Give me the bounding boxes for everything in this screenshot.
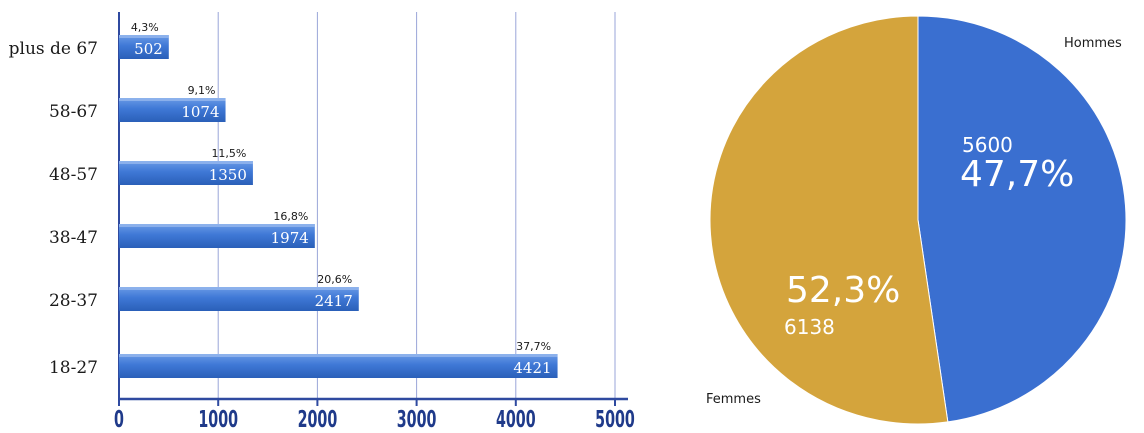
pie-slice-femmes bbox=[709, 15, 949, 425]
bar-percent-label: 20,6% bbox=[317, 273, 352, 286]
bar-value-label: 1074 bbox=[181, 103, 219, 121]
bar-value-label: 1974 bbox=[271, 229, 309, 247]
bar bbox=[119, 354, 558, 378]
pie-slice-hommes bbox=[917, 15, 1127, 423]
bar-highlight bbox=[119, 354, 558, 357]
category-label: plus de 67 bbox=[9, 39, 98, 59]
pie-slice-percent-label: 52,3% bbox=[786, 270, 900, 311]
pie-slice-value-label: 5600 bbox=[962, 133, 1013, 157]
bar-percent-label: 11,5% bbox=[211, 147, 246, 160]
bar bbox=[119, 161, 253, 185]
bar-highlight bbox=[119, 224, 315, 227]
bar-highlight bbox=[119, 98, 226, 101]
bar bbox=[119, 98, 226, 122]
pie-slice-value-label: 6138 bbox=[784, 315, 835, 339]
age-bar-chart: 0 1000 2000 3000 4000 5000 plus de 67 502 4,3% 58… bbox=[9, 12, 635, 433]
bar-value-label: 2417 bbox=[315, 292, 353, 310]
x-tick-label: 3000 bbox=[397, 405, 437, 433]
bar-percent-label: 9,1% bbox=[188, 84, 216, 97]
pie-slice-percent-label: 47,7% bbox=[960, 154, 1074, 195]
bar-value-label: 502 bbox=[134, 40, 163, 58]
category-label: 28-37 bbox=[49, 291, 98, 311]
x-tick-label: 0 bbox=[114, 405, 124, 433]
bar-highlight bbox=[119, 287, 359, 290]
bar-highlight bbox=[119, 161, 253, 164]
bar bbox=[119, 35, 169, 59]
x-tick-label: 2000 bbox=[298, 405, 338, 433]
bar-value-label: 1350 bbox=[209, 166, 247, 184]
bar-highlight bbox=[119, 35, 169, 38]
x-tick-label: 1000 bbox=[198, 405, 238, 433]
bar bbox=[119, 224, 315, 248]
bar-percent-label: 16,8% bbox=[273, 210, 308, 223]
pie-category-label: Femmes bbox=[706, 392, 761, 407]
category-label: 58-67 bbox=[49, 102, 98, 122]
pie-category-label: Hommes bbox=[1064, 36, 1122, 51]
bar-value-label: 4421 bbox=[513, 359, 551, 377]
category-label: 48-57 bbox=[49, 165, 98, 185]
category-label: 38-47 bbox=[49, 228, 98, 248]
bar-percent-label: 4,3% bbox=[131, 21, 159, 34]
bar bbox=[119, 287, 359, 311]
bar-percent-label: 37,7% bbox=[516, 340, 551, 353]
x-tick-label: 5000 bbox=[595, 405, 635, 433]
category-label: 18-27 bbox=[49, 358, 98, 378]
x-tick-label: 4000 bbox=[496, 405, 536, 433]
